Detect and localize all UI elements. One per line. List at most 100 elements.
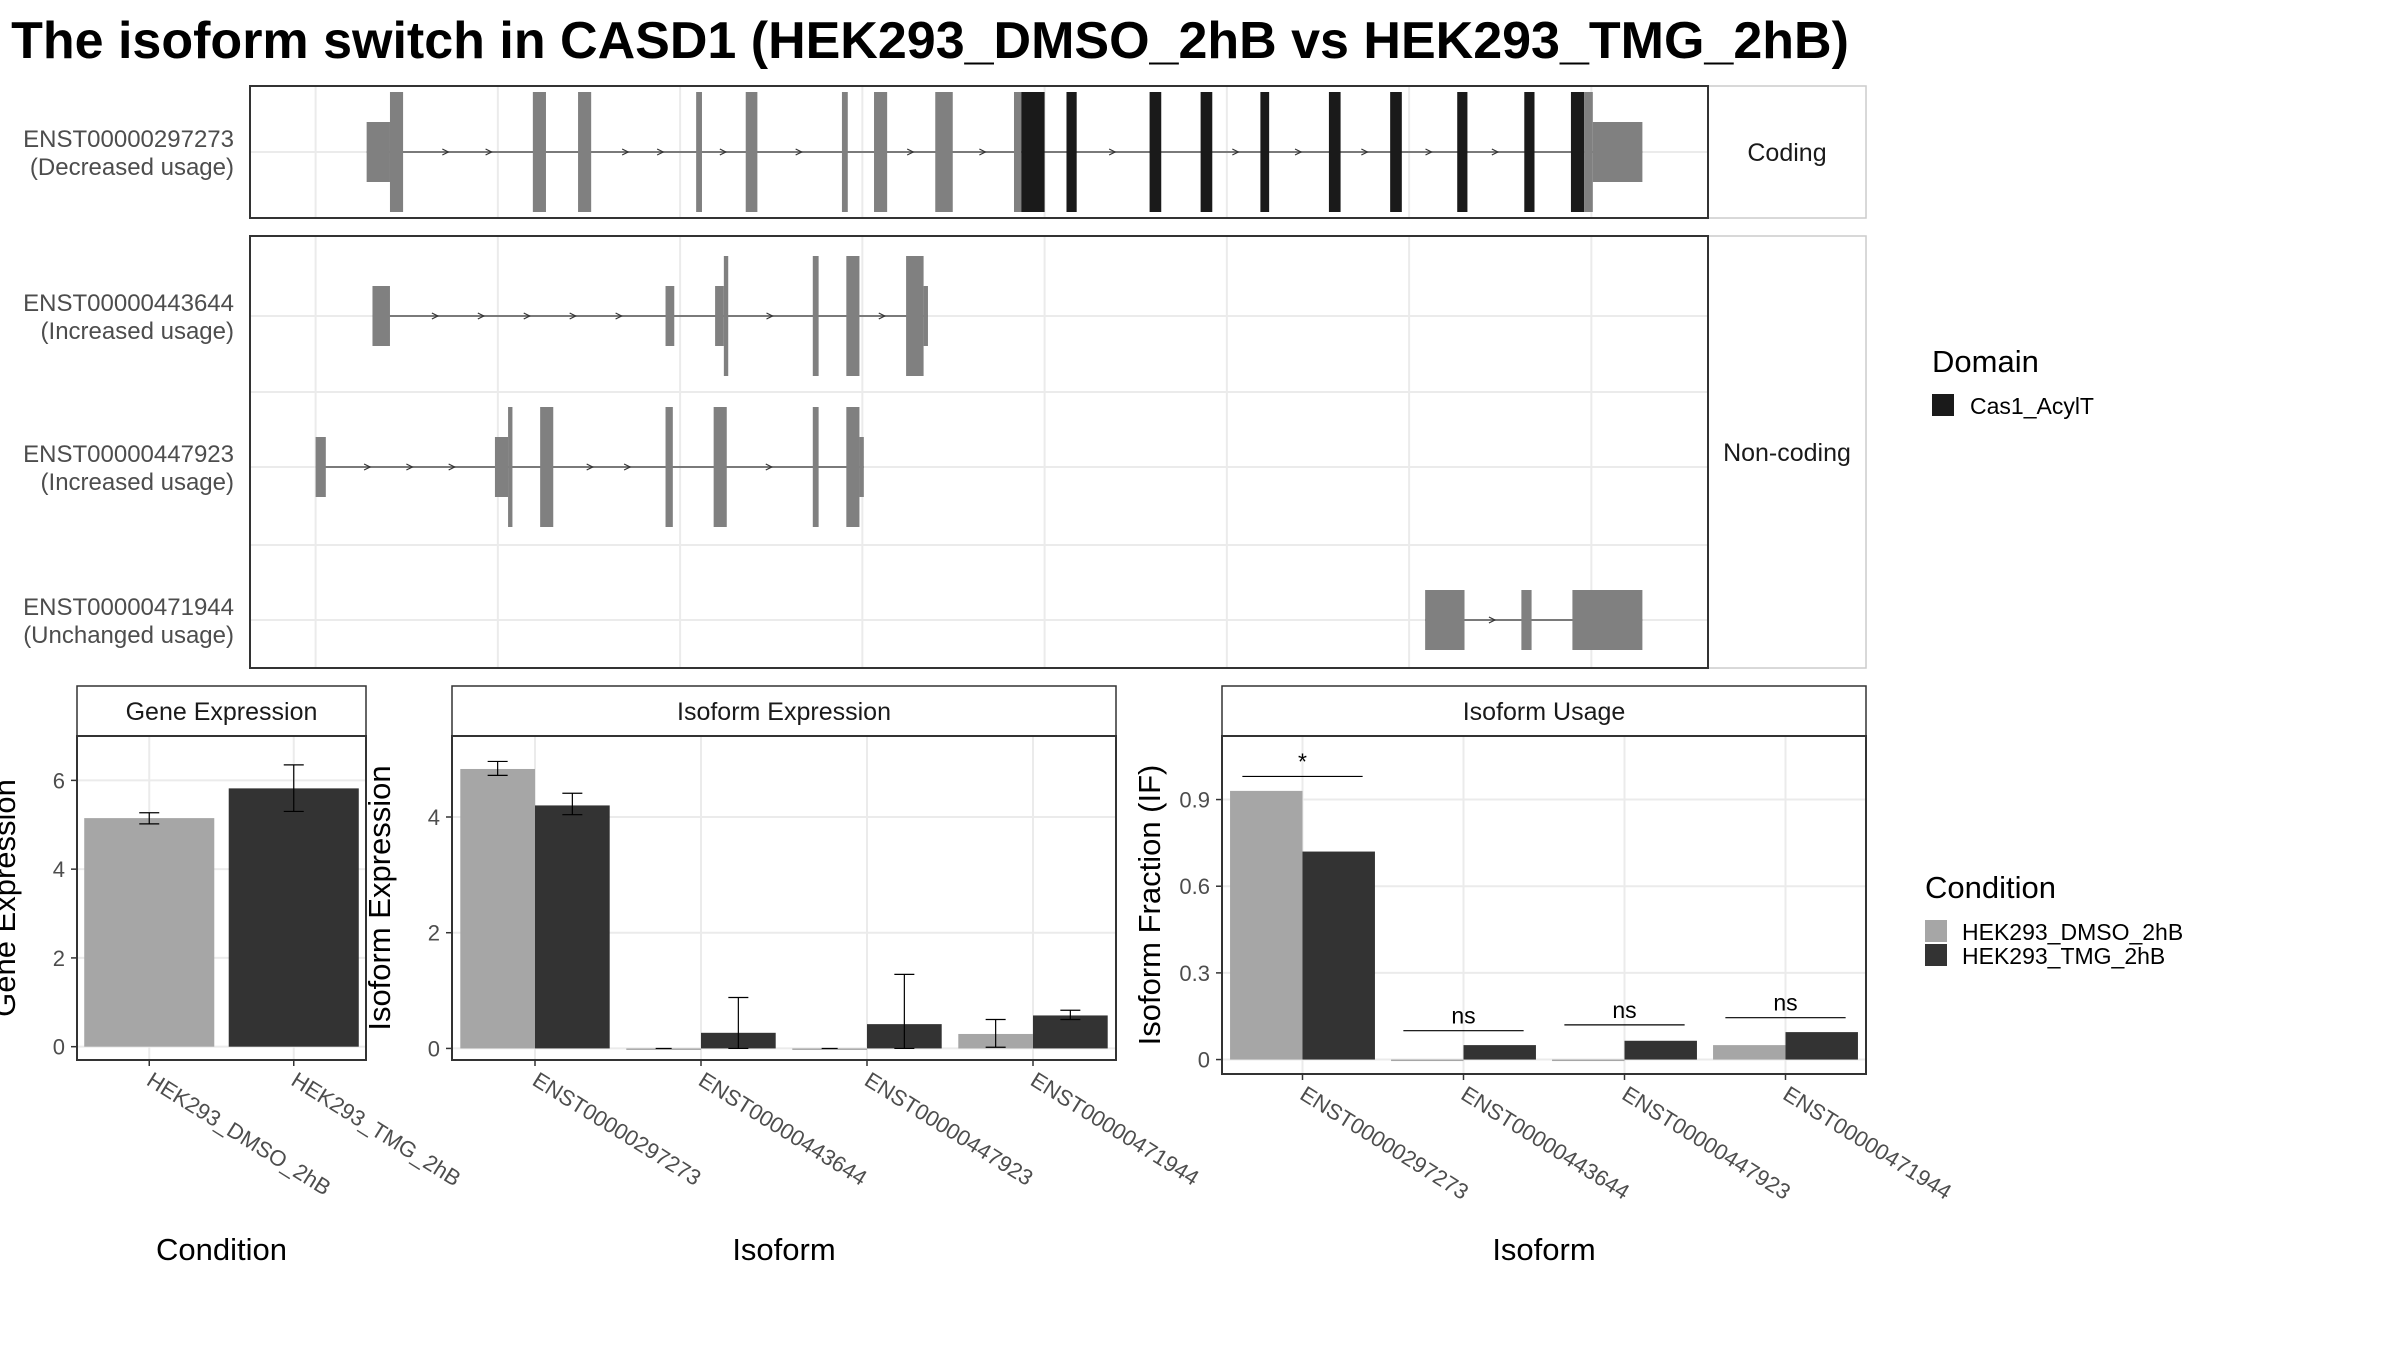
x-tick-label: ENST00000297273 bbox=[528, 1067, 705, 1191]
y-tick-label: 2 bbox=[53, 946, 65, 971]
y-axis-title: Isoform Fraction (IF) bbox=[1132, 765, 1167, 1046]
strand-arrow bbox=[448, 463, 457, 471]
coding-exon bbox=[906, 256, 924, 376]
y-tick-label: 6 bbox=[53, 768, 65, 793]
coding-exon bbox=[812, 407, 819, 527]
condition-legend-key-tmg bbox=[1925, 944, 1947, 966]
structure-strip bbox=[1707, 235, 1867, 669]
strand-arrow bbox=[442, 148, 450, 156]
bar-dmso bbox=[460, 768, 535, 1049]
significance-label: * bbox=[1298, 748, 1307, 774]
utr-exon bbox=[1425, 590, 1465, 650]
strand-arrow bbox=[523, 312, 532, 320]
structure-strip-label: Coding bbox=[1747, 139, 1826, 167]
chart-strip bbox=[1221, 685, 1867, 737]
structure-facet-border bbox=[249, 85, 1709, 219]
bar-tmg bbox=[1033, 1015, 1108, 1049]
coding-exon bbox=[723, 256, 729, 376]
domain-legend-title: Domain bbox=[1932, 344, 2039, 379]
strand-arrow bbox=[621, 148, 630, 156]
bar-tmg bbox=[1785, 1032, 1858, 1060]
utr-exon bbox=[1572, 590, 1643, 650]
domain-block bbox=[1570, 92, 1585, 212]
structure-strip-label: Non-coding bbox=[1723, 439, 1851, 467]
utr-exon bbox=[1592, 122, 1643, 182]
utr-exon bbox=[923, 286, 928, 346]
coding-exon bbox=[1013, 92, 1022, 212]
condition-legend-label-dmso: HEK293_DMSO_2hB bbox=[1962, 919, 2183, 945]
condition-legend-label-tmg: HEK293_TMG_2hB bbox=[1962, 943, 2165, 969]
coding-exon bbox=[935, 92, 953, 212]
coding-exon bbox=[846, 407, 860, 527]
y-tick-label: 4 bbox=[428, 805, 440, 830]
bar-dmso bbox=[1552, 1059, 1625, 1062]
coding-exon bbox=[532, 92, 546, 212]
chart-title: Gene Expression bbox=[126, 698, 318, 726]
bar-dmso bbox=[626, 1048, 701, 1050]
x-tick-label: ENST00000443644 bbox=[694, 1067, 871, 1191]
strand-arrow bbox=[485, 148, 493, 156]
bar-dmso bbox=[1391, 1059, 1464, 1062]
chart-title: Isoform Expression bbox=[677, 698, 891, 726]
domain-legend: Domain Cas1_AcylT bbox=[1932, 344, 2094, 419]
significance-label: ns bbox=[1451, 1003, 1475, 1029]
condition-legend-key-dmso bbox=[1925, 920, 1947, 942]
x-axis-title: Condition bbox=[156, 1232, 287, 1267]
strand-arrow bbox=[1294, 148, 1303, 156]
strand-arrow bbox=[615, 312, 623, 320]
strand-arrow bbox=[431, 312, 440, 320]
domain-block bbox=[1066, 92, 1077, 212]
coding-exon bbox=[508, 407, 513, 527]
strand-arrow bbox=[1491, 148, 1500, 156]
domain-block bbox=[1021, 92, 1045, 212]
domain-block bbox=[1524, 92, 1535, 212]
isoform-expression-chart: Isoform Expression024ENST00000297273ENST… bbox=[362, 685, 1203, 1267]
x-tick-label: ENST00000471944 bbox=[1026, 1067, 1203, 1191]
coding-exon bbox=[578, 92, 592, 212]
transcript-id-label: ENST00000297273 bbox=[23, 126, 234, 153]
significance-label: ns bbox=[1612, 997, 1636, 1023]
coding-exon bbox=[713, 407, 727, 527]
y-tick-label: 0 bbox=[1198, 1048, 1210, 1073]
strand-arrow bbox=[766, 312, 774, 320]
y-tick-label: 0.3 bbox=[1179, 961, 1210, 986]
domain-legend-key bbox=[1932, 394, 1954, 416]
strand-arrow bbox=[906, 148, 915, 156]
plot-border bbox=[1221, 735, 1867, 1075]
bar-dmso bbox=[792, 1048, 867, 1050]
strand-arrow bbox=[719, 148, 728, 156]
y-tick-label: 4 bbox=[53, 857, 65, 882]
transcript-id-label: ENST00000447923 bbox=[23, 441, 234, 468]
y-tick-label: 0 bbox=[53, 1035, 65, 1060]
coding-exon bbox=[874, 92, 888, 212]
coding-exon bbox=[846, 256, 860, 376]
plot-border bbox=[451, 735, 1117, 1061]
transcript-usage-label: (Unchanged usage) bbox=[23, 622, 234, 649]
bar-tmg bbox=[1624, 1040, 1697, 1060]
x-tick-label: ENST00000447923 bbox=[1618, 1081, 1795, 1205]
isoform-structure-panel: Coding ENST00000297273(Decreased usage) No… bbox=[23, 85, 1867, 669]
strand-arrow bbox=[979, 148, 987, 156]
plot-border bbox=[76, 735, 367, 1061]
x-tick-label: ENST00000443644 bbox=[1457, 1081, 1634, 1205]
strand-arrow bbox=[1425, 148, 1433, 156]
strand-arrow bbox=[623, 463, 632, 471]
y-tick-label: 0 bbox=[428, 1036, 440, 1061]
utr-exon bbox=[366, 122, 390, 182]
domain-block bbox=[1390, 92, 1402, 212]
domain-block bbox=[1328, 92, 1341, 212]
strand-arrow bbox=[765, 463, 774, 471]
transcript-usage-label: (Increased usage) bbox=[41, 469, 234, 496]
y-axis-title: Gene Expression bbox=[0, 779, 22, 1017]
domain-legend-label: Cas1_AcylT bbox=[1970, 393, 2094, 419]
coding-exon bbox=[540, 407, 554, 527]
coding-exon bbox=[812, 256, 819, 376]
coding-exon bbox=[665, 407, 673, 527]
transcript-usage-label: (Decreased usage) bbox=[30, 154, 234, 181]
figure-title: The isoform switch in CASD1 (HEK293_DMSO… bbox=[11, 12, 1849, 70]
condition-legend-title: Condition bbox=[1925, 870, 2056, 905]
y-tick-label: 0.6 bbox=[1179, 874, 1210, 899]
strand-arrow bbox=[1488, 616, 1497, 624]
y-axis-title: Isoform Expression bbox=[362, 765, 397, 1030]
